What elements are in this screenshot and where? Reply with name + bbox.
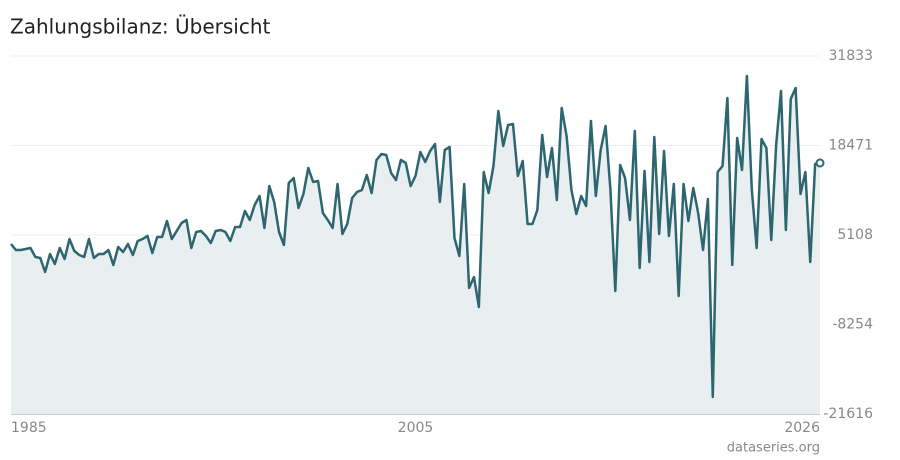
y-tick-label: 31833 bbox=[828, 48, 873, 64]
y-tick-label: -21616 bbox=[823, 406, 873, 422]
x-tick-label: 2026 bbox=[784, 420, 820, 436]
x-tick-label: 2005 bbox=[398, 420, 434, 436]
y-tick-label: 5108 bbox=[837, 227, 873, 243]
x-tick-label: 1985 bbox=[11, 420, 47, 436]
last-point bbox=[815, 158, 825, 168]
y-tick-label: -8254 bbox=[832, 317, 873, 333]
y-tick-label: 18471 bbox=[828, 137, 873, 153]
line bbox=[10, 74, 821, 399]
chart-title: Zahlungsbilanz: Übersicht bbox=[10, 15, 271, 39]
source: dataseries.org bbox=[727, 441, 820, 456]
area bbox=[11, 76, 820, 414]
